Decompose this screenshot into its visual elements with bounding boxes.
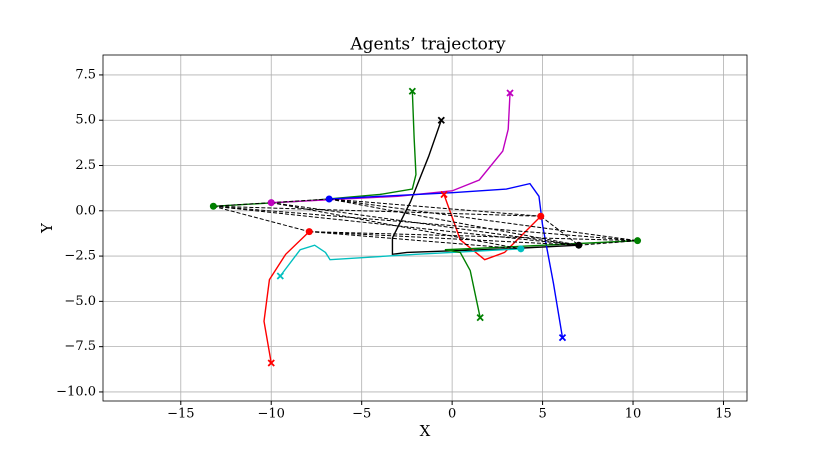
trajectory — [444, 239, 638, 318]
start-marker — [476, 314, 484, 322]
link — [309, 231, 638, 242]
agent — [305, 228, 313, 236]
y-tick-label: −10.0 — [56, 384, 96, 399]
trajectory — [443, 194, 542, 261]
start-marker — [506, 89, 514, 97]
agent — [537, 212, 545, 220]
start-marker — [408, 87, 416, 95]
link — [213, 205, 638, 242]
link — [329, 198, 541, 217]
x-axis-label: X — [420, 422, 431, 440]
start-marker — [437, 116, 445, 124]
link — [329, 198, 638, 242]
trajectory — [279, 244, 521, 277]
trajectory — [271, 93, 511, 204]
y-tick-label: 7.5 — [75, 67, 96, 82]
x-tick-label: 5 — [538, 407, 546, 422]
y-tick-label: −7.5 — [64, 339, 96, 354]
link — [578, 240, 638, 246]
start-marker — [558, 333, 567, 342]
agent — [267, 199, 275, 207]
y-tick-label: 0.0 — [75, 203, 96, 218]
link — [271, 202, 521, 250]
x-tick-label: 0 — [448, 407, 456, 422]
plot-frame — [102, 54, 748, 402]
trajectory — [329, 182, 564, 338]
y-tick-label: −2.5 — [64, 249, 96, 264]
agent — [517, 245, 525, 253]
agent — [325, 195, 333, 203]
chart-title: Agents’ trajectory — [349, 35, 506, 55]
agent — [575, 241, 583, 249]
y-axis-label: Y — [38, 222, 56, 234]
trajectory — [391, 119, 579, 256]
x-tick-label: −5 — [352, 407, 371, 422]
link — [213, 202, 272, 207]
link — [309, 231, 521, 250]
y-tick-label: 5.0 — [75, 113, 96, 128]
x-tick-label: 10 — [625, 407, 642, 422]
trajectory — [263, 231, 310, 364]
y-tick-label: 2.5 — [75, 158, 96, 173]
link — [329, 198, 579, 246]
agent — [209, 202, 217, 210]
link — [271, 198, 330, 204]
link — [540, 215, 580, 246]
link — [213, 205, 541, 217]
x-tick-label: −15 — [167, 407, 194, 422]
start-marker — [267, 359, 275, 367]
link — [213, 205, 310, 233]
x-tick-label: −10 — [258, 407, 285, 422]
x-tick-label: 15 — [715, 407, 732, 422]
link — [309, 231, 579, 246]
trajectory — [213, 91, 417, 207]
start-marker — [276, 272, 284, 280]
y-tick-label: −5.0 — [64, 294, 96, 309]
agent — [634, 237, 642, 245]
start-marker — [440, 190, 448, 199]
